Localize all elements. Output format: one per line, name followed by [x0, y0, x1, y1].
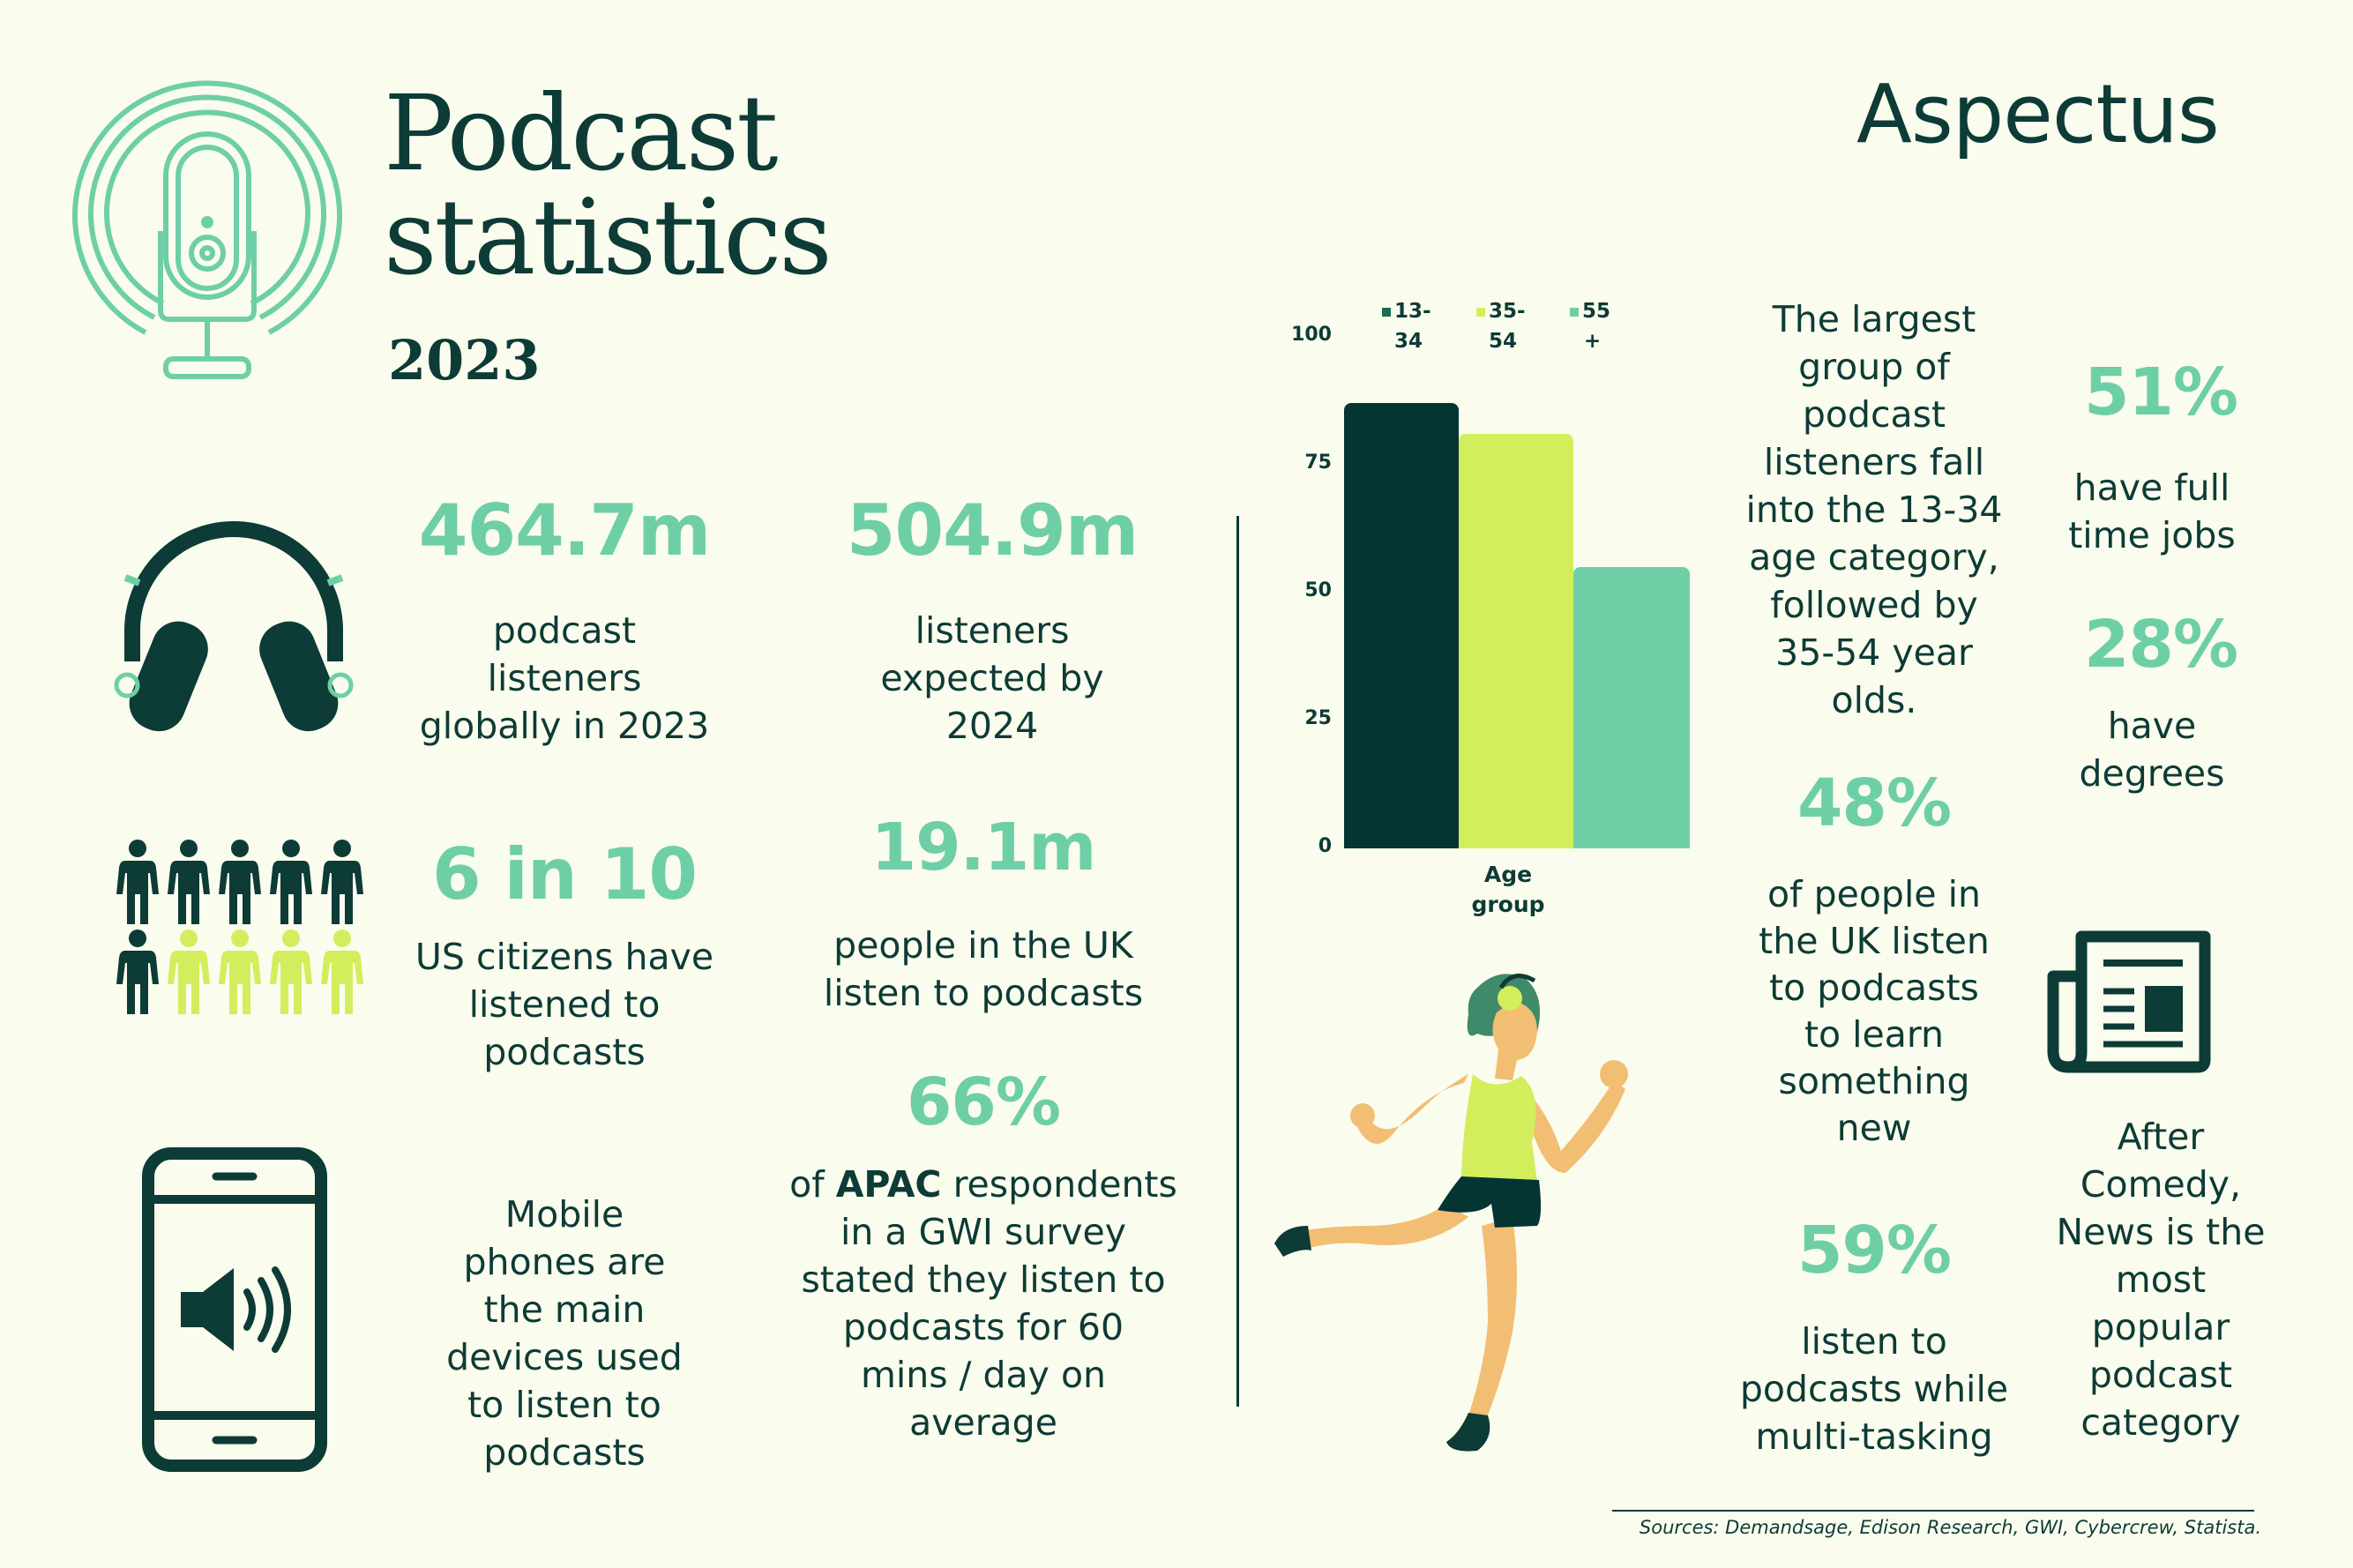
legend-55-plus: 55 + [1570, 296, 1610, 356]
uk-people-value: 19.1m [870, 810, 1097, 885]
apac-text: of APAC respondents in a GWI survey stat… [789, 1163, 1177, 1444]
bar-35-54 [1459, 434, 1573, 848]
sources-rule [1612, 1510, 2254, 1512]
learn-text: of people in the UK listen to podcasts t… [1759, 873, 1990, 1149]
news-text: After Comedy, News is the most popular p… [2056, 1116, 2266, 1444]
uk-people-text: people in the UK listen to podcasts [823, 924, 1144, 1014]
full-time-value: 51% [2083, 355, 2238, 430]
bar-13-34 [1344, 403, 1459, 848]
degrees-value: 28% [2083, 607, 2238, 683]
y-tick-75: 75 [1304, 452, 1332, 474]
headphones-icon [114, 521, 354, 732]
legend-swatch-35-54 [1476, 307, 1485, 317]
legend-swatch-55-plus [1570, 307, 1579, 317]
microphone-icon [72, 80, 342, 379]
listeners-2024-text: listeners expected by 2024 [880, 609, 1104, 747]
y-tick-50: 50 [1304, 579, 1332, 601]
age-bar-chart: 100 75 50 25 0 13- 34 35- 54 55 + Age group [1270, 291, 1729, 926]
title-line-1: Podcast [384, 72, 779, 194]
listeners-2024-value: 504.9m [846, 489, 1139, 571]
us-citizens-value: 6 in 10 [431, 833, 698, 915]
bar-55-plus [1573, 567, 1690, 848]
largest-group-text: The largest group of podcast listeners f… [1745, 298, 2003, 721]
y-tick-100: 100 [1291, 324, 1332, 346]
brand-logo: Aspectus [1856, 67, 2220, 161]
learn-value: 48% [1796, 765, 1952, 841]
people-icon [116, 840, 363, 1014]
x-axis-label: Age group [1471, 862, 1545, 917]
y-tick-25: 25 [1304, 707, 1332, 729]
legend-35-54: 35- 54 [1476, 296, 1526, 356]
newspaper-icon [2047, 930, 2211, 1073]
sources-text: Sources: Demandsage, Edison Research, GW… [1639, 1517, 2261, 1538]
column-divider [1236, 516, 1239, 1407]
runner-illustration [1274, 974, 1628, 1452]
full-time-text: have full time jobs [2068, 467, 2236, 556]
legend-swatch-13-34 [1382, 307, 1391, 317]
phone-speaker-icon [142, 1147, 327, 1472]
listeners-2023-value: 464.7m [418, 489, 711, 571]
listeners-2023-text: podcast listeners globally in 2023 [419, 609, 710, 747]
apac-value: 66% [906, 1064, 1061, 1140]
us-citizens-text: US citizens have listened to podcasts [415, 936, 714, 1073]
y-tick-0: 0 [1318, 835, 1332, 857]
mobile-text: Mobile phones are the main devices used … [446, 1193, 683, 1474]
title-year: 2023 [388, 328, 541, 392]
degrees-text: have degrees [2079, 705, 2225, 795]
title-line-2: statistics [384, 176, 833, 298]
multitask-text: listen to podcasts while multi-tasking [1739, 1320, 2009, 1458]
multitask-value: 59% [1796, 1213, 1952, 1288]
legend-13-34: 13- 34 [1382, 296, 1431, 356]
